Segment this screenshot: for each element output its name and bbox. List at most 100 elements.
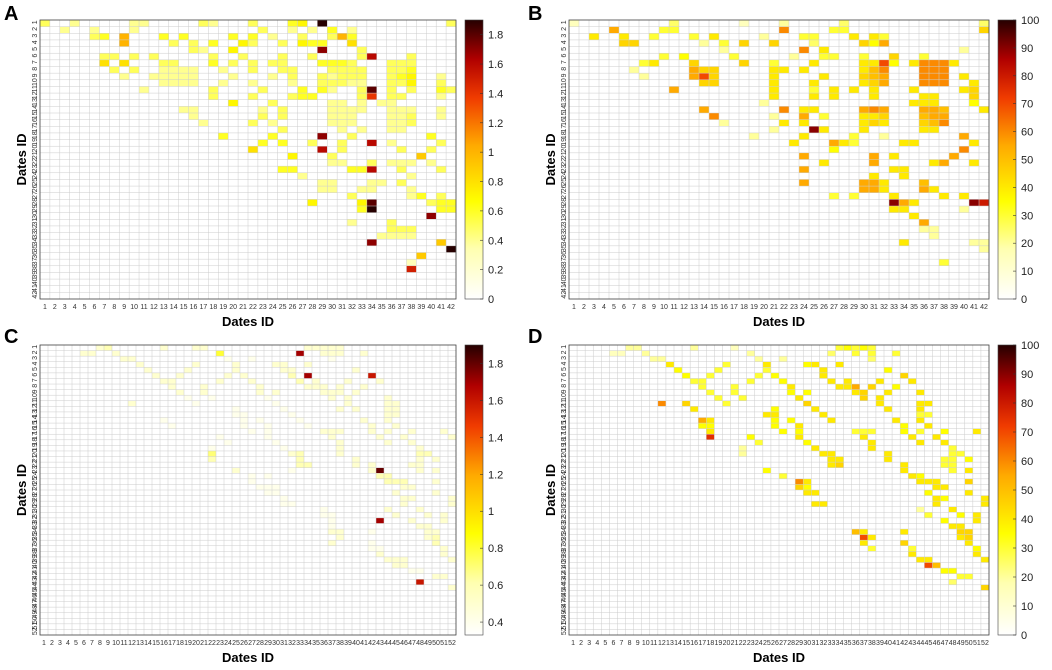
heatmap-cell	[940, 495, 949, 502]
x-tick-label: 52	[448, 640, 456, 647]
x-tick-label: 7	[102, 304, 106, 311]
x-tick-label: 46	[933, 640, 941, 647]
heatmap-cell	[352, 462, 360, 468]
heatmap-cell	[396, 66, 407, 74]
x-tick-label: 41	[970, 304, 978, 311]
y-tick-label: 8	[32, 384, 39, 388]
x-tick-label: 6	[82, 640, 86, 647]
heatmap-cell	[956, 523, 965, 530]
y-tick-label: 16	[32, 118, 39, 126]
heatmap-cell	[287, 152, 298, 160]
y-tick-label: 14	[32, 105, 39, 113]
heatmap-cell	[609, 26, 619, 34]
y-tick-label: 11	[561, 85, 568, 92]
heatmap-cell	[811, 501, 820, 507]
x-tick-label: 11	[650, 640, 657, 647]
heatmap-cell	[924, 423, 933, 429]
heatmap-cell	[129, 20, 140, 27]
heatmap-cell	[328, 523, 336, 530]
y-tick-label: 49	[561, 610, 568, 618]
heatmap-cell	[674, 367, 683, 373]
x-tick-label: 42	[900, 640, 908, 647]
x-tick-label: 37	[398, 304, 406, 311]
heatmap-cell	[959, 132, 969, 140]
heatmap-cell	[859, 79, 869, 87]
heatmap-cell	[948, 568, 957, 574]
y-tick-label: 40	[32, 277, 39, 285]
heatmap-cell	[859, 179, 869, 187]
heatmap-cell	[327, 106, 338, 113]
heatmap-cell	[264, 473, 272, 479]
x-tick-label: 49	[424, 640, 432, 647]
heatmap-cell	[908, 545, 917, 552]
y-tick-label: 20	[561, 449, 568, 457]
heatmap-cell	[827, 462, 836, 468]
heatmap-cell	[337, 106, 348, 113]
heatmap-cell	[178, 106, 189, 113]
heatmap-cell	[851, 389, 860, 396]
heatmap-cell	[969, 93, 979, 100]
heatmap-cell	[980, 584, 989, 591]
y-tick-label: 2	[32, 27, 39, 31]
heatmap-cell	[386, 139, 397, 147]
heatmap-cell	[799, 106, 809, 113]
heatmap-cell	[908, 378, 917, 385]
heatmap-cell	[827, 378, 836, 385]
heatmap-cell	[859, 434, 868, 440]
x-tick-label: 35	[910, 304, 918, 311]
heatmap-cell	[256, 389, 264, 396]
heatmap-cell	[769, 66, 779, 74]
heatmap-cell	[859, 66, 869, 74]
panel-letter: D	[528, 326, 542, 348]
y-tick-label: 5	[32, 47, 39, 51]
x-tick-label: 3	[58, 640, 62, 647]
x-tick-label: 22	[208, 640, 216, 647]
x-tick-label: 20	[229, 304, 237, 311]
x-tick-label: 13	[136, 640, 144, 647]
heatmap-cell	[337, 113, 348, 120]
y-tick-label: 5	[561, 367, 568, 371]
heatmap-cell	[232, 367, 240, 373]
heatmap-cell	[829, 86, 839, 94]
heatmap-cell	[327, 186, 338, 193]
heatmap-cell	[889, 53, 899, 60]
x-tick-label: 18	[209, 304, 217, 311]
colorbar-tick-label: 20	[1021, 238, 1033, 250]
heatmap-cell	[940, 439, 949, 446]
heatmap-cell	[819, 411, 828, 418]
heatmap-cell	[859, 389, 868, 396]
heatmap-cell	[99, 59, 110, 67]
y-tick-label: 8	[561, 384, 568, 388]
heatmap-cell	[248, 478, 256, 485]
heatmap-cell	[347, 219, 357, 226]
heatmap-cell	[916, 417, 925, 424]
y-tick-label: 42	[561, 571, 568, 579]
colorbar-tick-label: 60	[1021, 456, 1033, 468]
x-tick-label: 47	[408, 640, 416, 647]
y-tick-label: 13	[561, 410, 568, 418]
heatmap-cell	[317, 73, 328, 80]
y-tick-label: 25	[32, 178, 39, 186]
heatmap-cell	[690, 406, 699, 412]
y-tick-label: 35	[561, 532, 568, 540]
y-tick-label: 43	[32, 577, 39, 585]
heatmap-cell	[859, 119, 869, 127]
heatmap-cell	[436, 93, 447, 100]
y-tick-label: 30	[32, 505, 39, 513]
heatmap-cell	[722, 361, 731, 368]
x-tick-label: 38	[868, 640, 876, 647]
y-tick-label: 26	[32, 184, 39, 192]
heatmap-cell	[317, 79, 328, 87]
heatmap-cell	[424, 534, 432, 541]
heatmap-cell	[949, 152, 959, 160]
x-tick-label: 4	[595, 640, 599, 647]
heatmap-cell	[809, 93, 819, 100]
x-tick-label: 11	[670, 304, 677, 311]
heatmap-cell	[312, 384, 320, 390]
heatmap-cell	[344, 378, 352, 385]
heatmap-cell	[779, 20, 789, 27]
heatmap-cell	[706, 428, 715, 435]
heatmap-cell	[875, 400, 884, 407]
heatmap-cell	[307, 26, 318, 34]
heatmap-cell	[869, 66, 879, 74]
